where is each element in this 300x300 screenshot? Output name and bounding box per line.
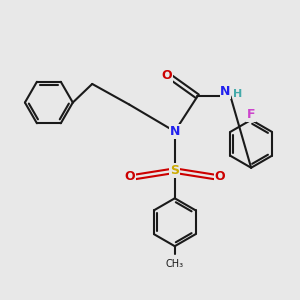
Text: S: S [170, 164, 179, 177]
Text: H: H [233, 89, 243, 99]
Text: O: O [124, 170, 135, 183]
Text: N: N [169, 125, 180, 138]
Text: O: O [215, 170, 226, 183]
Text: CH₃: CH₃ [166, 259, 184, 269]
Text: F: F [247, 108, 255, 122]
Text: O: O [161, 69, 172, 82]
Text: N: N [220, 85, 231, 98]
